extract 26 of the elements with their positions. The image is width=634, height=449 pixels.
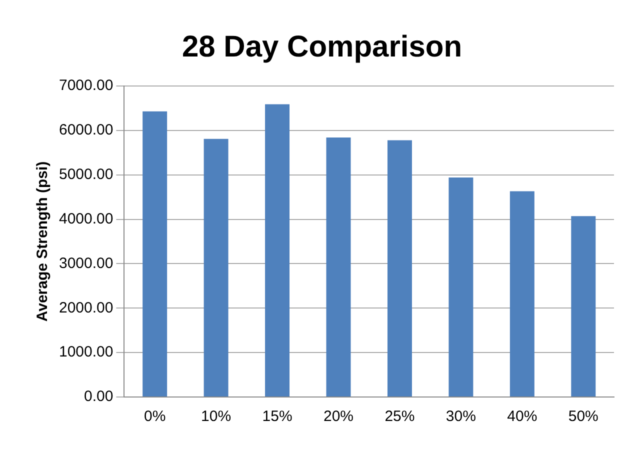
y-tick-label: 7000.00 (58, 77, 114, 94)
y-axis-title: Average Strength (psi) (34, 161, 52, 322)
x-tick-label: 10% (201, 408, 232, 426)
bar (510, 191, 534, 396)
x-tick-label: 30% (446, 408, 476, 426)
y-tick-label: 6000.00 (58, 122, 114, 139)
y-tick-label: 2000.00 (58, 299, 114, 316)
chart-title: 28 Day Comparison (182, 30, 462, 64)
bar (204, 138, 228, 396)
x-tick-label: 15% (262, 408, 292, 426)
bar (265, 104, 290, 396)
bar (387, 140, 412, 396)
x-tick-label: 25% (384, 408, 415, 426)
bar (571, 216, 596, 396)
x-tick-label: 50% (568, 408, 598, 426)
x-tick-label: 40% (507, 408, 538, 426)
y-tick-label: 3000.00 (58, 254, 114, 272)
bar (142, 111, 168, 396)
y-tick-label: 5000.00 (58, 166, 114, 183)
y-tick-label: 0.00 (84, 388, 114, 406)
x-tick-label: 0% (144, 408, 166, 426)
y-tick-label: 1000.00 (58, 344, 114, 361)
bar (326, 138, 351, 396)
y-tick-label: 4000.00 (58, 210, 114, 228)
x-tick-label: 20% (323, 408, 354, 426)
bar (448, 178, 474, 396)
